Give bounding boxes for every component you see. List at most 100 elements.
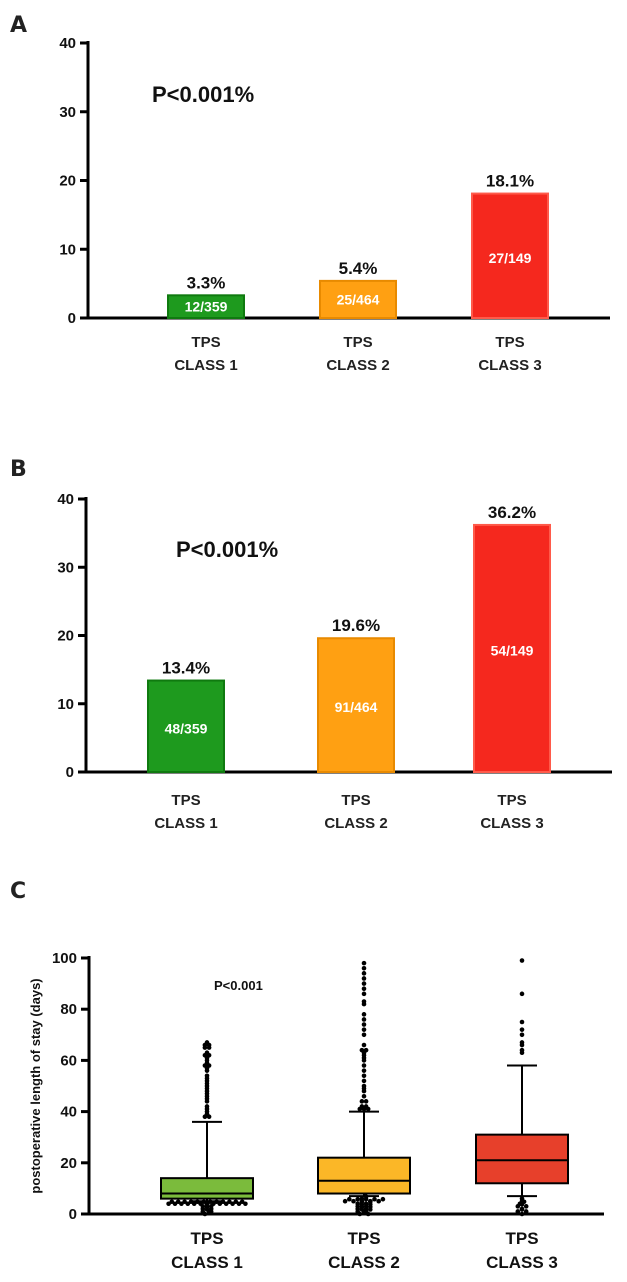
panel-b: B P<0.001% 0 10 20 30 40 13.4% 48/359 TPS CLASS … (10, 457, 612, 832)
panel-a-bar (319, 279, 397, 319)
panel-c-outlier-point (361, 1073, 367, 1079)
panel-c-box (317, 1156, 411, 1195)
panel-c-category-label: CLASS 2 (328, 1253, 400, 1272)
panel-c-box (160, 1177, 254, 1200)
panel-b-category-label: TPS (497, 792, 526, 809)
panel-c-category-label: TPS (190, 1229, 223, 1248)
panel-b-y-tick-label: 20 (57, 628, 74, 645)
panel-c-outlier-point (361, 971, 367, 976)
panel-c-outlier-point (204, 1040, 210, 1045)
panel-c-outlier-point (523, 1204, 529, 1209)
panel-b-y-tick-label: 40 (57, 491, 74, 508)
panel-c-outlier-point (519, 1206, 525, 1212)
panel-c-outlier-point (519, 1196, 525, 1201)
panel-c-outlier-point (376, 1198, 382, 1204)
panel-c-outlier-point (361, 1083, 367, 1089)
panel-c-letter: C (10, 879, 26, 904)
panel-b-category-label: TPS (171, 792, 200, 809)
panel-c-outlier-point (372, 1196, 377, 1202)
panel-c-y-axis-label: postoperative length of stay (days) (28, 978, 43, 1193)
panel-c-y-tick-label: 0 (69, 1206, 77, 1223)
panel-b-y-tick-label: 10 (57, 696, 74, 713)
panel-c-outlier-point (361, 1027, 367, 1032)
panel-c-outlier-point (361, 1017, 367, 1022)
panel-c-outlier-point (361, 1068, 367, 1073)
panel-c-outlier-point (361, 1032, 367, 1038)
panel-c-outlier-point (519, 1047, 525, 1053)
panel-a-bar-inner-label: 12/359 (185, 299, 228, 315)
panel-a: A P<0.001% 0 10 20 30 40 3.3% 12/359 TPS CLASS 1… (10, 13, 610, 374)
panel-a-y-tick-label: 30 (59, 104, 76, 121)
panel-c-outlier-point (355, 1201, 361, 1207)
panel-c-category-label: CLASS 1 (171, 1253, 243, 1272)
panel-b-y-tick-label: 0 (66, 764, 74, 781)
panel-c-outlier-point (519, 991, 525, 997)
panel-a-y-tick-label: 40 (59, 35, 76, 52)
panel-b-letter: B (10, 457, 27, 482)
panel-c-category-label: CLASS 3 (486, 1253, 558, 1272)
panel-a-bar-inner-label: 27/149 (489, 250, 532, 266)
panel-b-bar (317, 637, 395, 773)
panel-c-outlier-point (361, 965, 367, 971)
panel-a-category-label: CLASS 2 (326, 357, 389, 374)
panel-a-y-tick-label: 0 (68, 310, 76, 327)
panel-a-category-label: TPS (343, 334, 372, 351)
panel-b-bar-value-label: 13.4% (162, 659, 210, 678)
panel-a-category-label: TPS (191, 334, 220, 351)
panel-c-outlier-point (204, 1073, 210, 1079)
panel-c-outlier-point (361, 991, 367, 997)
panel-c-outlier-point (351, 1198, 356, 1204)
panel-c-outlier-point (243, 1201, 248, 1207)
panel-a-bar-value-label: 18.1% (486, 172, 534, 191)
panel-b-marks: 0 10 20 30 40 13.4% 48/359 TPS CLASS 1 19.6% 91/46… (57, 491, 612, 832)
panel-c-outlier-point (361, 1078, 367, 1084)
panel-b-bar-value-label: 36.2% (488, 503, 536, 522)
panel-c: C P<0.001 postoperative length of stay (… (10, 879, 604, 1272)
panel-c-outlier-point (519, 1040, 525, 1045)
panel-c-outlier-point (515, 1209, 521, 1214)
panel-c-outlier-point (355, 1196, 361, 1202)
panel-c-marks: 0 20 40 60 80 100 TPS CLASS 1 TPS CLASS 2 TPS CLASS… (52, 950, 604, 1272)
panel-a-letter: A (10, 13, 27, 38)
panel-c-outlier-point (363, 1201, 369, 1207)
panel-c-outlier-point (519, 1211, 525, 1217)
panel-c-y-tick-label: 100 (52, 950, 77, 967)
panel-c-outlier-point (204, 1104, 210, 1109)
panel-a-bar-value-label: 5.4% (339, 259, 378, 278)
panel-c-outlier-point (361, 986, 367, 992)
panel-b-bar-inner-label: 48/359 (165, 720, 208, 736)
panel-b-y-tick-label: 30 (57, 559, 74, 576)
panel-b-category-label: CLASS 2 (324, 815, 387, 832)
panel-c-outlier-point (363, 1104, 369, 1109)
panel-a-bar (167, 294, 245, 319)
panel-c-box (475, 1133, 569, 1185)
panel-a-marks: 0 10 20 30 40 3.3% 12/359 TPS CLASS 1 5.4% 25/464 T… (59, 35, 610, 374)
panel-c-outlier-point (342, 1198, 348, 1204)
panel-a-p-value: P<0.001% (152, 82, 254, 107)
panel-c-outlier-point (359, 1047, 365, 1053)
panel-b-bar (473, 523, 551, 773)
panel-b-category-label: TPS (341, 792, 370, 809)
panel-c-outlier-point (361, 960, 367, 966)
panel-b-bar-inner-label: 54/149 (491, 642, 534, 658)
panel-a-category-label: CLASS 3 (478, 357, 541, 374)
panel-c-outlier-point (361, 976, 367, 981)
panel-c-outlier-point (361, 1012, 367, 1017)
panel-c-category-label: TPS (505, 1229, 538, 1248)
panel-c-outlier-point (361, 1042, 367, 1048)
panel-c-p-value: P<0.001 (214, 978, 263, 993)
panel-b-p-value: P<0.001% (176, 537, 278, 562)
panel-c-outlier-point (363, 1099, 369, 1104)
panel-c-outlier-point (519, 1019, 525, 1025)
panel-a-y-tick-label: 20 (59, 173, 76, 190)
panel-c-y-tick-label: 80 (60, 1001, 77, 1018)
panel-c-outlier-point (368, 1198, 373, 1204)
panel-c-category-label: TPS (347, 1229, 380, 1248)
panel-c-y-tick-label: 20 (60, 1155, 77, 1172)
panel-a-bar-value-label: 3.3% (187, 273, 226, 292)
panel-c-outlier-point (363, 1047, 369, 1053)
panel-b-bar-inner-label: 91/464 (335, 699, 378, 715)
panel-c-outlier-point (363, 1194, 369, 1199)
panel-c-outlier-point (361, 999, 367, 1004)
